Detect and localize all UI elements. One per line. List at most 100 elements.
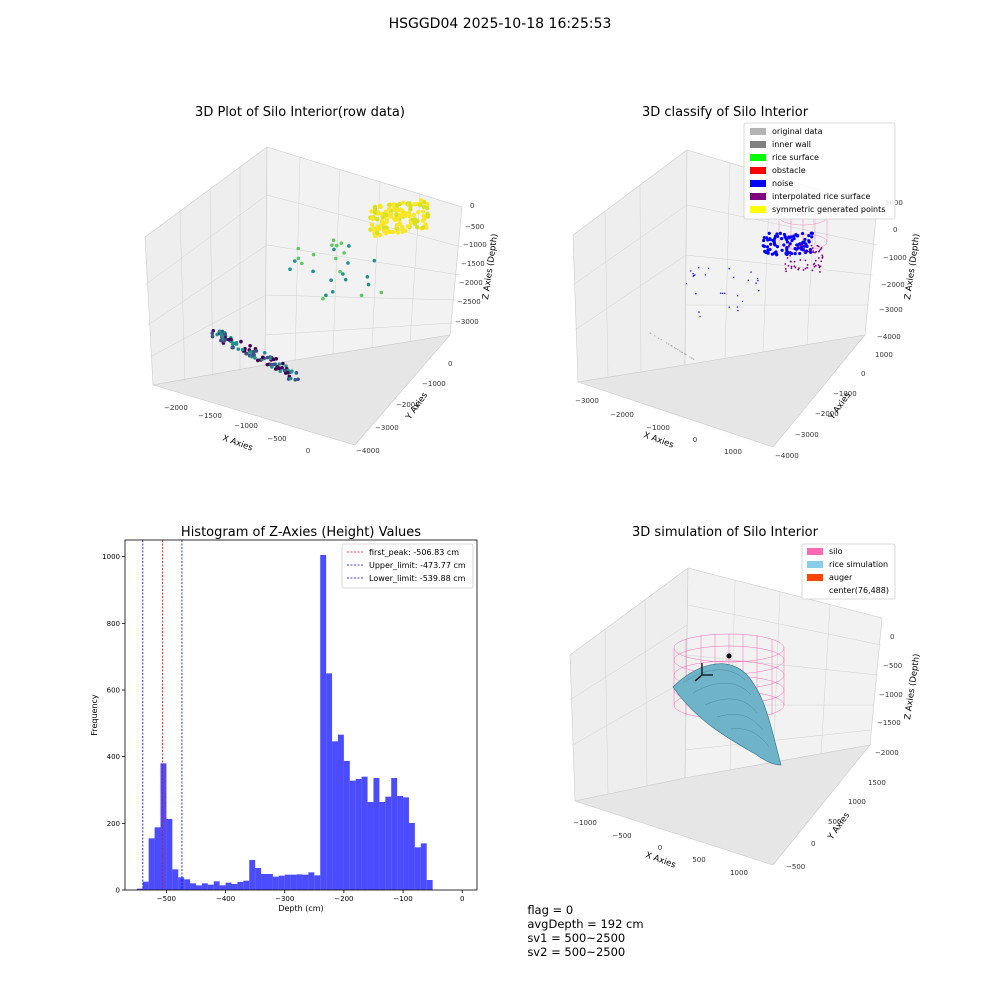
- raw-point: [329, 278, 333, 283]
- raw-point: [410, 217, 416, 222]
- interpolated-point: [787, 264, 790, 267]
- classify-ytick: 0: [861, 370, 865, 378]
- raw-point: [330, 243, 334, 247]
- hist-bar: [243, 880, 250, 890]
- raw-xtick: −1000: [234, 422, 258, 430]
- raw-point: [369, 209, 374, 214]
- original-point: [690, 357, 693, 359]
- hist-xtick-label: −200: [334, 895, 353, 903]
- interpolated-point: [803, 251, 806, 254]
- raw-point: [210, 334, 215, 339]
- raw-point: [372, 210, 378, 215]
- classify-ytick: −1000: [833, 390, 857, 398]
- interpolated-point: [790, 260, 792, 263]
- sim-zlabel: Z Axies (Depth): [903, 653, 922, 720]
- raw-point: [251, 353, 255, 357]
- raw-ztick: −500: [465, 223, 484, 231]
- interpolated-point: [797, 268, 800, 271]
- noise-point: [768, 237, 772, 241]
- interpolated-point: [794, 266, 797, 269]
- raw-point: [285, 370, 290, 375]
- raw-point: [294, 371, 299, 375]
- interpolated-point: [811, 247, 814, 249]
- panel-classify-3d: 3D classify of Silo Interior −3000 −2000…: [572, 105, 922, 460]
- sim-ytick: 1500: [868, 779, 886, 787]
- noise-point: [793, 252, 797, 256]
- raw-point: [268, 362, 273, 367]
- raw-point: [296, 377, 300, 382]
- noise-point: [794, 233, 798, 237]
- interpolated-point: [786, 257, 789, 259]
- hist-bar: [385, 796, 392, 890]
- noise-point: [694, 274, 696, 276]
- hist-bar: [391, 778, 398, 890]
- raw-point: [403, 211, 409, 216]
- classify-ytick: −2000: [815, 410, 839, 418]
- original-point: [650, 332, 652, 335]
- raw-point: [245, 351, 249, 356]
- raw-point: [273, 367, 278, 371]
- interpolated-point: [817, 257, 820, 259]
- original-point: [681, 351, 684, 354]
- classify-legend: original data inner wall rice surface ob…: [743, 122, 896, 220]
- raw-point: [425, 214, 430, 219]
- interpolated-point: [788, 244, 790, 247]
- raw-point: [339, 241, 344, 245]
- hist-bar: [284, 874, 291, 890]
- raw-point: [219, 338, 223, 343]
- interpolated-point: [814, 264, 817, 267]
- hist-bar: [290, 874, 297, 890]
- sim-xlabel: X Axies: [644, 850, 677, 870]
- hist-bar: [225, 882, 232, 890]
- noise-point: [772, 242, 777, 246]
- hist-bar: [184, 879, 191, 890]
- raw-point: [311, 252, 316, 257]
- interpolated-point: [821, 254, 824, 257]
- noise-point: [790, 251, 794, 256]
- noise-point: [699, 315, 701, 318]
- legend-swatch-obstacle: [750, 167, 766, 174]
- hist-bar: [379, 802, 386, 890]
- classify-ytick: −4000: [775, 452, 799, 460]
- classify-ytick: 1000: [875, 351, 893, 359]
- hist-ytick-label: 1000: [102, 553, 120, 561]
- hist-bar: [355, 779, 362, 890]
- raw-point: [411, 212, 417, 218]
- raw-point: [377, 203, 383, 208]
- raw-ytick: −3000: [375, 424, 399, 432]
- interpolated-point: [799, 259, 802, 261]
- raw-point: [392, 207, 397, 213]
- panel-raw-title: 3D Plot of Silo Interior(row data): [195, 105, 405, 120]
- raw-point: [371, 226, 376, 231]
- hist-bar: [172, 869, 179, 890]
- classify-ztick: −1000: [883, 254, 907, 262]
- raw-point: [417, 202, 423, 208]
- legend-label-inner-wall: inner wall: [772, 140, 811, 149]
- noise-point: [721, 292, 724, 295]
- raw-point: [248, 343, 252, 348]
- hist-bar: [320, 555, 327, 890]
- raw-point: [365, 275, 370, 279]
- hist-bar: [302, 874, 309, 890]
- raw-point: [296, 246, 301, 251]
- sim-ytick: −500: [786, 863, 805, 871]
- status-avg-depth: avgDepth = 192 cm: [527, 917, 644, 931]
- interpolated-point: [784, 263, 787, 265]
- raw-point: [378, 212, 384, 217]
- hist-bar: [249, 860, 256, 890]
- raw-ytick: −4000: [356, 447, 380, 455]
- classify-xtick: −2000: [610, 411, 634, 419]
- raw-point: [421, 204, 426, 210]
- interpolated-point: [790, 265, 793, 268]
- raw-point: [253, 356, 257, 360]
- raw-point: [277, 366, 281, 371]
- original-point: [653, 335, 656, 337]
- noise-point: [800, 231, 805, 236]
- raw-point: [332, 247, 336, 252]
- raw-point: [324, 293, 328, 298]
- raw-point: [281, 361, 285, 366]
- raw-point: [401, 200, 406, 205]
- hist-ytick-label: 600: [107, 687, 120, 695]
- noise-point: [795, 247, 799, 251]
- raw-point: [331, 238, 336, 243]
